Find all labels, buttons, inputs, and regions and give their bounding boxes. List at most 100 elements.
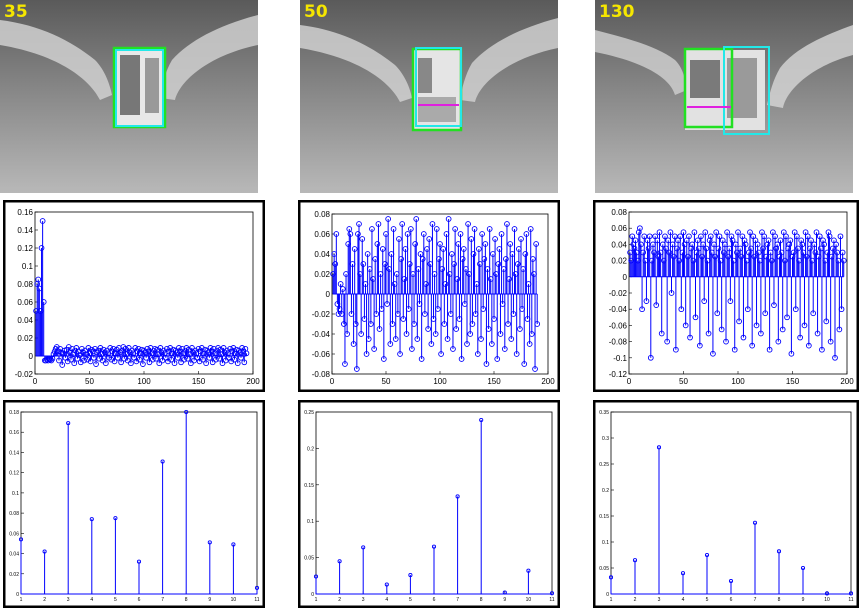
stem-marker	[646, 233, 653, 240]
y-tick-label: -0.12	[609, 370, 628, 379]
stem-marker	[508, 336, 515, 342]
stem-marker	[716, 233, 723, 240]
y-tick-label: 0	[311, 592, 314, 598]
stem-marker	[799, 241, 806, 248]
x-tick-label: 3	[67, 597, 70, 603]
stem-marker	[384, 582, 389, 587]
stem-marker	[333, 231, 340, 237]
y-tick-label: -0.04	[312, 330, 331, 339]
stem-marker	[685, 253, 691, 260]
stem-marker	[223, 347, 230, 354]
stem-marker	[143, 354, 150, 361]
y-tick-label: 0.1	[602, 540, 609, 546]
stem-marker	[823, 318, 830, 325]
stem-marker	[375, 221, 382, 227]
stem-marker	[848, 591, 854, 596]
stem-marker	[814, 330, 821, 337]
stem-marker	[455, 494, 460, 499]
stem-marker	[442, 281, 449, 287]
stem-marker	[491, 316, 497, 322]
stem-marker	[392, 336, 399, 342]
stem-marker	[488, 341, 495, 347]
stem-marker	[434, 306, 441, 312]
stem-marker	[514, 261, 521, 267]
x-tick-label: 4	[385, 597, 388, 603]
stem-marker	[71, 360, 78, 367]
stem-marker	[407, 226, 414, 232]
stem-marker	[59, 362, 66, 368]
stem-marker	[687, 334, 693, 341]
stem-marker	[645, 245, 652, 252]
frame-number-label: 35	[4, 2, 28, 22]
stem-marker	[198, 345, 205, 351]
stem-marker	[423, 281, 429, 287]
x-tick-label: 50	[679, 377, 688, 386]
stem-marker	[696, 342, 703, 349]
y-tick-label: 0.08	[17, 280, 33, 289]
stem-marker	[803, 253, 810, 260]
stem-marker	[534, 321, 541, 327]
chart-svg: 0 0.02 0.04 0.06 0.08 0.1 0.12 0.14 0.16 0.18 1 2 3 4…	[3, 400, 265, 608]
stem-marker	[457, 231, 464, 237]
x-tick-label: 100	[731, 377, 745, 386]
panel-border	[298, 400, 560, 608]
x-tick-label: 9	[802, 597, 805, 603]
stem-marker	[668, 290, 675, 296]
stem-marker	[66, 421, 71, 426]
stem-marker	[128, 360, 134, 367]
stem-marker	[35, 276, 42, 283]
stem-marker	[701, 298, 708, 304]
x-tick-label: 1	[610, 597, 613, 603]
stem-marker	[761, 233, 768, 240]
x-tick-label: 11	[254, 597, 259, 603]
stem-marker	[167, 345, 174, 351]
y-tick-label: -0.02	[15, 370, 34, 379]
video-frame-130: 130	[595, 0, 853, 193]
stem-marker	[439, 266, 446, 272]
y-tick-label: 0.14	[17, 226, 33, 235]
stem-marker	[790, 249, 797, 256]
x-tick-label: 7	[161, 597, 164, 603]
stem-marker	[517, 326, 523, 332]
stem-marker	[702, 229, 709, 236]
stem-marker	[192, 347, 199, 354]
stem-marker	[396, 236, 402, 242]
stem-marker	[838, 306, 845, 313]
stem-marker	[795, 245, 801, 252]
stem-marker	[420, 231, 427, 237]
stem-marker	[207, 345, 214, 351]
stem-marker	[787, 237, 794, 244]
y-tick-label: 0.18	[9, 410, 19, 416]
y-tick-label: -0.08	[609, 338, 628, 347]
frame-image: 130	[595, 0, 853, 193]
stem-marker	[382, 261, 388, 267]
stem-marker	[111, 358, 118, 365]
stem-marker	[527, 226, 534, 232]
stem-marker	[724, 229, 730, 236]
stem-marker	[729, 237, 736, 244]
chart-svg: 0 0.05 0.1 0.15 0.2 0.25 1 2 3 4 5 6 7 8 9 10 11	[298, 400, 560, 608]
x-tick-label: 4	[682, 597, 685, 603]
stem-marker	[207, 540, 212, 545]
y-tick-label: -0.06	[312, 350, 331, 359]
stem-marker	[254, 585, 260, 590]
y-tick-label: 0.08	[314, 210, 330, 219]
stem-marker	[243, 350, 250, 357]
video-frame-35: 35	[0, 0, 258, 193]
stem-marker	[471, 226, 478, 232]
stem-marker	[511, 226, 518, 232]
stem-marker	[337, 559, 342, 564]
stem-marker	[149, 356, 156, 363]
stem-marker	[608, 575, 614, 580]
y-tick-label: 0.08	[611, 208, 627, 217]
stem-marker	[676, 257, 682, 264]
x-tick-label: 100	[137, 377, 151, 386]
stem-marker	[667, 229, 674, 236]
stem-marker	[96, 355, 103, 362]
y-tick-label: 0.15	[304, 483, 314, 489]
x-tick-label: 4	[90, 597, 93, 603]
stem-marker	[505, 321, 511, 327]
y-tick-label: 0.35	[599, 410, 609, 416]
stem-marker	[108, 356, 115, 363]
stem-marker	[816, 233, 823, 240]
